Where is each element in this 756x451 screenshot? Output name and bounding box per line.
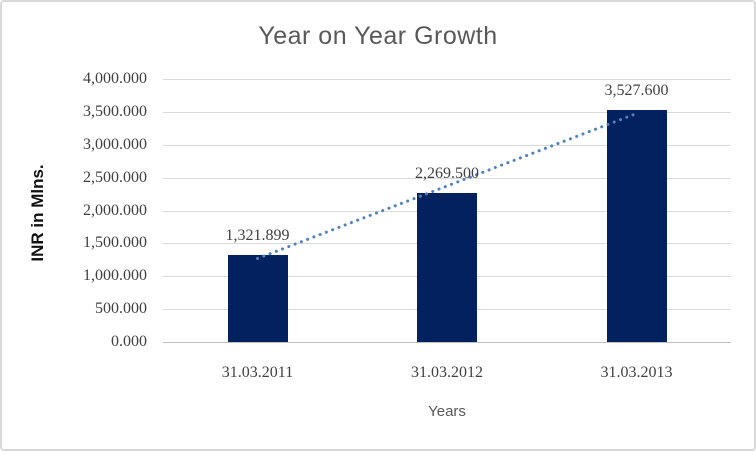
x-axis-title: Years — [428, 403, 466, 420]
y-tick-label: 500.000 — [95, 300, 147, 317]
y-tick-label: 1,000.000 — [83, 267, 147, 284]
y-tick-label: 3,000.000 — [83, 136, 147, 153]
x-category-label: 31.03.2013 — [600, 364, 673, 381]
bar-31.03.2013 — [606, 110, 667, 342]
y-tick-label: 1,500.000 — [83, 234, 147, 251]
x-category-label: 31.03.2012 — [411, 364, 483, 381]
chart-title: Year on Year Growth — [258, 22, 498, 50]
bar-data-label: 2,269.500 — [415, 165, 479, 182]
bar-data-label: 1,321.899 — [225, 227, 290, 244]
y-tick-label: 4,000.000 — [83, 70, 147, 87]
y-tick-label: 0.000 — [111, 333, 147, 350]
bar-data-label: 3,527.600 — [604, 82, 669, 99]
y-tick-label: 2,000.000 — [83, 202, 147, 219]
bar-31.03.2011 — [227, 255, 288, 342]
y-tick-label: 2,500.000 — [83, 169, 147, 186]
gridline — [163, 79, 731, 80]
x-axis-line — [163, 342, 731, 343]
bar-31.03.2012 — [417, 193, 477, 342]
y-tick-label: 3,500.000 — [83, 103, 147, 120]
x-category-label: 31.03.2011 — [221, 364, 294, 381]
